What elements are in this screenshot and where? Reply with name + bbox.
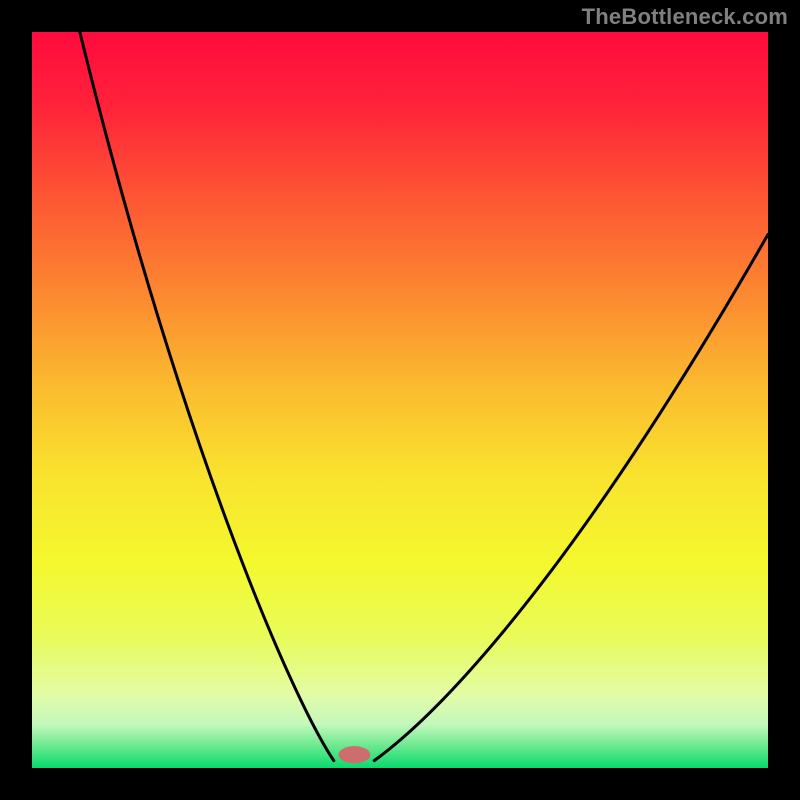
bottleneck-chart: TheBottleneck.com [0,0,800,800]
optimum-marker [339,747,370,763]
chart-background [32,32,768,768]
chart-svg [0,0,800,800]
watermark-text: TheBottleneck.com [582,4,788,30]
